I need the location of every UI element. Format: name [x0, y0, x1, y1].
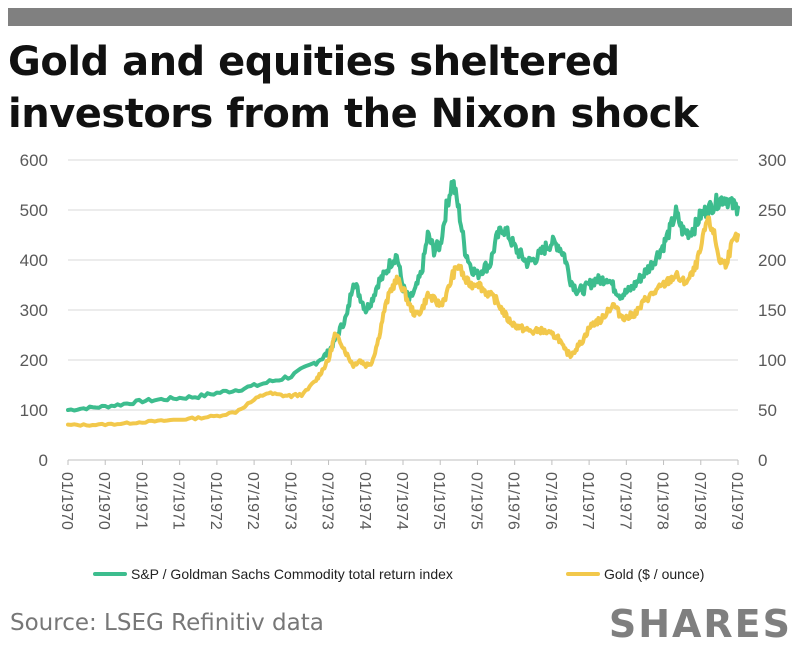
x-tick-label: 07/1977: [616, 472, 633, 530]
y-right-tick-label: 300: [758, 151, 786, 170]
series-line-commodity: [66, 179, 740, 413]
axes: 0 100 200 300 400 500 600 0 50 100 150 200 250 300 01/…: [20, 151, 787, 530]
y-left-tick-label: 300: [20, 301, 48, 320]
x-tick-label: 01/1974: [356, 472, 373, 530]
x-tick-label: 01/1971: [132, 472, 149, 530]
legend-label-commodity: S&P / Goldman Sachs Commodity total retu…: [131, 566, 453, 582]
y-left-tick-label: 0: [39, 451, 48, 470]
title-line-1: Gold and equities sheltered: [8, 39, 620, 85]
line-chart: 0 100 200 300 400 500 600 0 50 100 150 200 250 300 01/…: [20, 151, 787, 530]
y-left-tick-label: 100: [20, 401, 48, 420]
legend-swatch-commodity: [93, 572, 127, 576]
series: [66, 179, 740, 428]
x-tick-label: 07/1970: [95, 472, 112, 530]
x-tick-label: 07/1971: [170, 472, 187, 530]
x-tick-label: 01/1970: [58, 472, 75, 530]
legend-label-gold: Gold ($ / ounce): [604, 566, 705, 582]
series-line-gold: [66, 215, 740, 428]
x-tick-label: 07/1976: [542, 472, 559, 530]
x-tick-label: 07/1972: [244, 472, 261, 530]
brand-logo: SHARES: [608, 602, 792, 646]
y-left-tick-label: 500: [20, 201, 48, 220]
legend-item-gold: Gold ($ / ounce): [566, 566, 704, 582]
header-bar: [8, 8, 792, 26]
y-left-tick-label: 200: [20, 351, 48, 370]
y-left-tick-label: 600: [20, 151, 48, 170]
x-tick-label: 07/1973: [319, 472, 336, 530]
x-tick-label: 07/1978: [691, 472, 708, 530]
gridlines: [68, 159, 738, 411]
y-right-tick-label: 100: [758, 351, 786, 370]
source-note: Source: LSEG Refinitiv data: [10, 610, 324, 636]
x-tick-label: 01/1977: [579, 472, 596, 530]
y-right-tick-label: 0: [758, 451, 767, 470]
x-tick-label: 07/1974: [393, 472, 410, 530]
x-tick-label: 01/1975: [430, 472, 447, 530]
y-right-tick-label: 50: [758, 401, 777, 420]
chart-title: Gold and equities sheltered investors fr…: [8, 36, 792, 140]
legend-swatch-gold: [566, 572, 600, 576]
y-right-tick-label: 150: [758, 301, 786, 320]
y-right-tick-label: 250: [758, 201, 786, 220]
legend-item-commodity: S&P / Goldman Sachs Commodity total retu…: [93, 566, 453, 582]
y-right-tick-label: 200: [758, 251, 786, 270]
x-tick-label: 01/1973: [281, 472, 298, 530]
x-tick-label: 01/1978: [654, 472, 671, 530]
title-line-2: investors from the Nixon shock: [8, 91, 699, 137]
x-tick-label: 07/1975: [467, 472, 484, 530]
x-tick-label: 01/1976: [505, 472, 522, 530]
legend: S&P / Goldman Sachs Commodity total retu…: [0, 566, 800, 590]
y-left-tick-label: 400: [20, 251, 48, 270]
x-tick-label: 01/1979: [728, 472, 745, 530]
x-tick-label: 01/1972: [207, 472, 224, 530]
